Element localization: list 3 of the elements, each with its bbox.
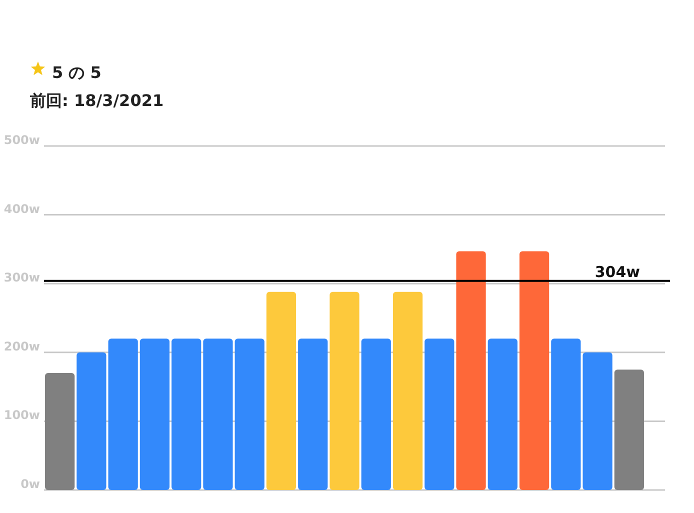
chart-title: 5 の 5 (52, 63, 102, 82)
chart-subtitle: 前回: 18/3/2021 (29, 91, 164, 110)
ref-line-label: 304w (594, 262, 640, 281)
